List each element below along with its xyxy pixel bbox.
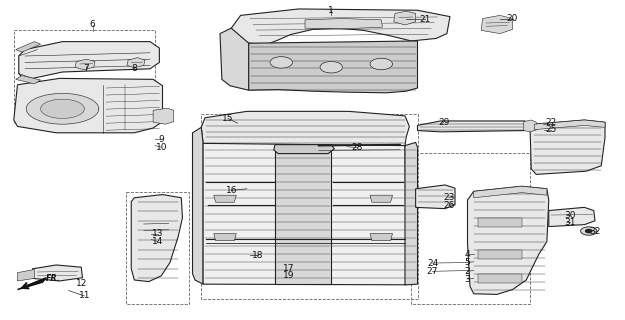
Polygon shape (220, 28, 249, 90)
Text: 31: 31 (564, 218, 576, 227)
Polygon shape (14, 78, 162, 133)
Circle shape (320, 61, 342, 73)
Polygon shape (370, 195, 392, 202)
Polygon shape (19, 42, 159, 80)
Bar (14, 30, 155, 123)
Text: 6: 6 (89, 20, 96, 29)
Text: 18: 18 (252, 251, 263, 260)
Text: 30: 30 (564, 211, 576, 220)
Polygon shape (231, 9, 450, 44)
Text: 8: 8 (131, 64, 138, 73)
Text: 29: 29 (438, 118, 449, 127)
Polygon shape (16, 42, 41, 52)
Bar (201, 114, 418, 299)
Text: 17: 17 (283, 264, 294, 273)
Polygon shape (405, 142, 418, 285)
Polygon shape (530, 120, 605, 174)
Polygon shape (249, 41, 418, 93)
Polygon shape (474, 186, 547, 198)
Polygon shape (468, 186, 549, 294)
Polygon shape (203, 143, 406, 285)
Text: 9: 9 (158, 135, 164, 144)
Circle shape (270, 57, 292, 68)
Text: 11: 11 (79, 292, 90, 300)
Polygon shape (549, 207, 595, 227)
Text: 20: 20 (507, 14, 518, 23)
Polygon shape (201, 111, 409, 149)
Polygon shape (127, 58, 145, 68)
Text: 13: 13 (152, 229, 163, 238)
Polygon shape (41, 99, 84, 118)
Circle shape (581, 227, 597, 235)
Polygon shape (192, 127, 203, 284)
Text: 3: 3 (464, 275, 471, 284)
Text: 7: 7 (83, 64, 89, 73)
Polygon shape (481, 15, 512, 34)
Text: FR.: FR. (46, 274, 61, 283)
Polygon shape (214, 234, 236, 241)
Text: 4: 4 (465, 250, 471, 259)
Text: 23: 23 (443, 193, 454, 202)
Polygon shape (32, 265, 82, 281)
Text: 10: 10 (156, 143, 167, 152)
Polygon shape (370, 234, 392, 241)
Polygon shape (26, 93, 99, 124)
Polygon shape (394, 11, 416, 25)
Text: 24: 24 (427, 259, 438, 268)
Polygon shape (478, 274, 522, 283)
Text: 32: 32 (589, 227, 601, 236)
Polygon shape (418, 121, 528, 132)
Text: 25: 25 (546, 125, 557, 134)
Polygon shape (153, 108, 174, 124)
Polygon shape (274, 145, 334, 154)
Polygon shape (275, 145, 331, 284)
Text: 21: 21 (419, 15, 431, 24)
Text: 1: 1 (328, 6, 334, 15)
Polygon shape (16, 76, 41, 84)
Text: 16: 16 (226, 186, 237, 195)
Polygon shape (18, 278, 46, 290)
Polygon shape (131, 195, 182, 282)
Text: 28: 28 (352, 143, 363, 152)
Polygon shape (305, 19, 382, 29)
Polygon shape (18, 269, 34, 281)
Polygon shape (478, 218, 522, 227)
Polygon shape (478, 250, 522, 259)
Text: 2: 2 (465, 267, 471, 276)
Polygon shape (524, 120, 536, 132)
Text: 15: 15 (222, 114, 234, 123)
Text: 22: 22 (546, 118, 557, 127)
Polygon shape (534, 120, 605, 130)
Bar (411, 153, 530, 304)
Text: 5: 5 (464, 258, 471, 267)
Polygon shape (75, 59, 95, 70)
Polygon shape (214, 195, 236, 202)
Text: 19: 19 (283, 271, 294, 280)
Text: 26: 26 (443, 201, 454, 210)
Circle shape (586, 229, 592, 233)
Circle shape (370, 58, 392, 70)
Text: 14: 14 (152, 237, 163, 246)
Text: 12: 12 (76, 279, 87, 288)
Text: 27: 27 (427, 267, 438, 276)
Polygon shape (416, 185, 455, 209)
Bar (126, 192, 189, 304)
